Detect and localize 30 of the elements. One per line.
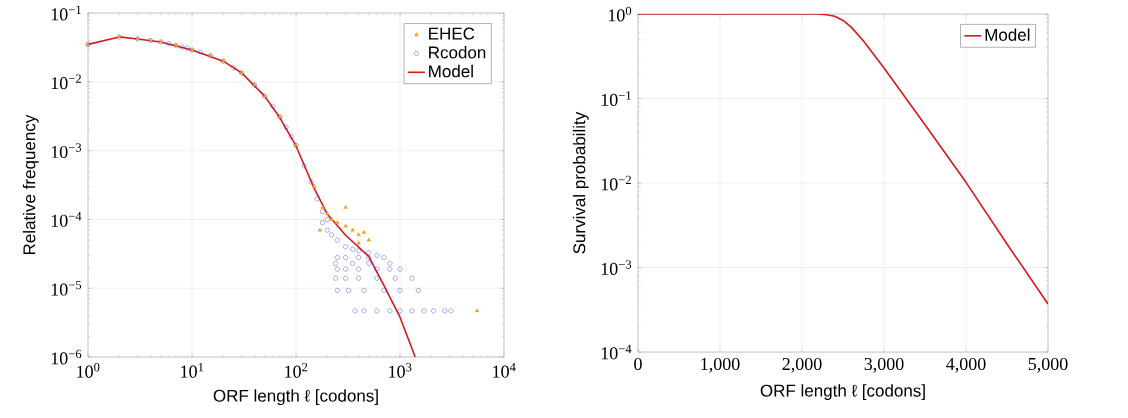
x-tick-label: 1,000 [701, 357, 740, 373]
y-tick-label: 10$^{−1}$ [601, 91, 631, 106]
x-tick-label: 10$^{4}$ [493, 362, 516, 378]
legend-label: Model [985, 28, 1030, 41]
legend-label: Model [429, 64, 473, 78]
x-axis-title: ORF length ℓ [codons] [213, 389, 378, 406]
x-tick-label: 10$^{3}$ [389, 362, 412, 378]
x-tick-label: 10$^{1}$ [181, 362, 204, 378]
x-tick-label: 3,000 [864, 357, 904, 373]
y-tick-label: 10$^{−4}$ [601, 344, 632, 360]
x-tick-label: 4,000 [946, 357, 986, 373]
x-tick-label: 5,000 [1028, 357, 1068, 373]
y-tick-label: 10$^{−2}$ [601, 175, 631, 191]
y-tick-label: 10$^{−4}$ [51, 212, 82, 227]
y-axis-title: Survival probability [572, 111, 589, 254]
x-tick-label: 2,000 [782, 357, 822, 373]
x-axis-title: ORF length ℓ [codons] [760, 384, 925, 401]
y-tick-label: 10$^{0}$ [608, 6, 632, 22]
x-tick-label: 0 [634, 357, 642, 371]
y-tick-label: 10$^{−3}$ [601, 260, 632, 275]
y-tick-label: 10$^{−1}$ [51, 5, 81, 21]
legend-label: EHEC [429, 27, 475, 40]
y-tick-label: 10$^{−3}$ [51, 143, 82, 159]
legend-label: Rcodon [429, 45, 486, 59]
y-axis-title: Relative frequency [22, 114, 39, 255]
y-tick-label: 10$^{−5}$ [51, 280, 82, 296]
y-tick-label: 10$^{−6}$ [51, 349, 82, 365]
x-tick-label: 10$^{2}$ [285, 362, 308, 378]
y-tick-label: 10$^{−2}$ [51, 74, 81, 90]
x-tick-label: 10$^{0}$ [77, 362, 100, 378]
